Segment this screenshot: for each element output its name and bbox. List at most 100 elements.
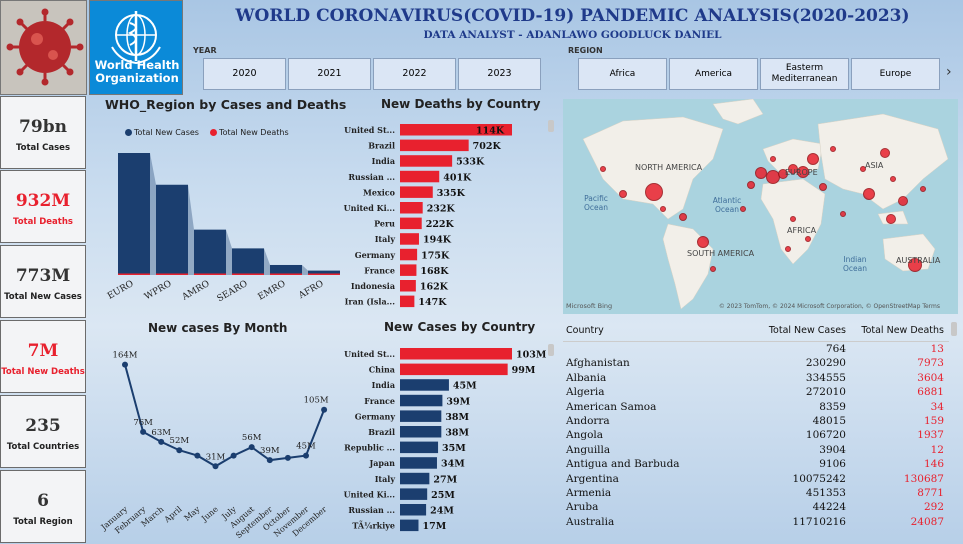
table-row[interactable]: Aruba 44224 292	[563, 500, 949, 514]
col-header-country[interactable]: Country	[566, 324, 604, 336]
bar-label-4: Mexico	[363, 187, 396, 197]
region-button-3[interactable]: Europe	[851, 58, 940, 90]
bar-label-0: United St...	[344, 125, 395, 135]
cell-country: Armenia	[566, 486, 612, 499]
map-bubble[interactable]	[860, 166, 866, 172]
region-bar-EMRO	[270, 264, 302, 275]
table-row[interactable]: Andorra 48015 159	[563, 414, 949, 428]
map-bubble[interactable]	[778, 169, 788, 179]
month-value-2: 63M	[151, 428, 171, 438]
bar-5	[400, 202, 423, 214]
map-bubble[interactable]	[619, 190, 627, 198]
cell-new-deaths: 159	[923, 414, 944, 427]
bar-6	[400, 217, 422, 230]
region-deaths-mark-AFRO	[308, 273, 340, 275]
region-button-1[interactable]: America	[669, 58, 758, 90]
map-bubble[interactable]	[805, 236, 811, 242]
map-bubble[interactable]	[785, 246, 791, 252]
table-row[interactable]: Afghanistan 230290 7973	[563, 356, 949, 370]
table-row[interactable]: American Samoa 8359 34	[563, 400, 949, 414]
map-bubble[interactable]	[710, 266, 716, 272]
year-button-2021[interactable]: 2021	[288, 58, 371, 90]
map-bubble[interactable]	[890, 176, 896, 182]
who-region-chart: EURO WPRO AMRO SEARO EMRO AFRO	[106, 153, 340, 304]
map-bubble[interactable]	[807, 153, 819, 165]
map-bubble[interactable]	[880, 148, 890, 158]
year-button-2023[interactable]: 2023	[458, 58, 541, 90]
col-header-new-deaths[interactable]: Total New Deaths	[861, 324, 944, 336]
deaths-chart-scrollbar[interactable]	[548, 120, 554, 132]
table-row[interactable]: Australia 11710216 24087	[563, 515, 949, 529]
map-bubble[interactable]	[898, 196, 908, 206]
bar-label-1: Brazil	[368, 141, 395, 151]
cell-new-cases: 8359	[819, 400, 846, 413]
map-bubble[interactable]	[645, 183, 663, 201]
bar-label-8: Germany	[355, 250, 396, 260]
bar-7	[400, 233, 419, 245]
bar-label-7: Italy	[375, 234, 396, 244]
bar-value-1: 702K	[473, 141, 502, 152]
map-label-2: ASIA	[865, 161, 884, 170]
cases-chart-scrollbar[interactable]	[548, 344, 554, 356]
kpi-value: 79bn	[19, 117, 67, 137]
region-slicer-next-icon[interactable]: ›	[946, 64, 952, 80]
map-bing-logo: Microsoft Bing	[566, 302, 613, 310]
map-bubble[interactable]	[679, 213, 687, 221]
map-bubble[interactable]	[697, 236, 709, 248]
bar-label-9: United Ki...	[344, 489, 396, 499]
month-point-February	[140, 428, 147, 435]
map-bubble[interactable]	[920, 186, 926, 192]
map-bubble[interactable]	[747, 181, 755, 189]
map-bubble[interactable]	[863, 188, 875, 200]
map-bubble[interactable]	[797, 166, 809, 178]
year-button-2022[interactable]: 2022	[373, 58, 456, 90]
map-bubble[interactable]	[790, 216, 796, 222]
region-tick-AMRO: AMRO	[180, 279, 212, 303]
cell-new-cases: 3904	[819, 443, 846, 456]
table-row[interactable]: Antigua and Barbuda 9106 146	[563, 457, 949, 471]
bar-4	[400, 186, 433, 198]
region-button-2[interactable]: Easterm Mediterranean	[760, 58, 849, 90]
page-title: WORLD CORONAVIRUS(COVID-19) PANDEMIC ANA…	[235, 6, 910, 26]
bar-2	[400, 155, 453, 167]
bar-6	[400, 441, 439, 454]
bar-value-6: 222K	[426, 219, 455, 230]
map-bubble[interactable]	[830, 146, 836, 152]
map-bubble[interactable]	[840, 211, 846, 217]
virus-icon	[6, 8, 84, 86]
kpi-label: Total Countries	[6, 442, 80, 452]
col-header-new-cases[interactable]: Total New Cases	[768, 324, 846, 336]
table-row[interactable]: Algeria 272010 6881	[563, 385, 949, 399]
map-bubble[interactable]	[819, 183, 827, 191]
table-row[interactable]: Argentina 10075242 130687	[563, 472, 949, 486]
table-row[interactable]: 764 13	[563, 342, 949, 356]
bar-10	[400, 280, 416, 292]
map-bubble[interactable]	[600, 166, 606, 172]
map-label-8: AUSTRALIA	[896, 256, 941, 265]
year-button-2020[interactable]: 2020	[203, 58, 286, 90]
kpi-value: 773M	[15, 266, 71, 286]
region-tick-AFRO: AFRO	[296, 279, 325, 302]
kpi-label: Total Cases	[15, 143, 71, 153]
cell-country: Albania	[566, 371, 607, 384]
table-row[interactable]: Angola 106720 1937	[563, 428, 949, 442]
map-bubble[interactable]	[770, 156, 776, 162]
kpi-card-total-deaths: 932M Total Deaths	[0, 170, 86, 243]
bar-label-5: Brazil	[368, 427, 395, 437]
map-bubble[interactable]	[740, 206, 746, 212]
month-point-June	[212, 463, 219, 470]
world-map[interactable]: NORTH AMERICA EUROPE ASIA Atlantic Ocean Pac…	[563, 99, 958, 314]
table-row[interactable]: Albania 334555 3604	[563, 371, 949, 385]
region-button-0[interactable]: Africa	[578, 58, 667, 90]
map-bubble[interactable]	[908, 258, 922, 272]
map-bubble[interactable]	[886, 214, 896, 224]
table-scrollbar[interactable]	[951, 322, 957, 336]
kpi-value: 6	[37, 491, 49, 511]
map-bubble[interactable]	[660, 206, 666, 212]
table-row[interactable]: Anguilla 3904 12	[563, 443, 949, 457]
bar-value-7: 34M	[441, 459, 465, 470]
cell-new-deaths: 34	[930, 400, 944, 413]
bar-label-3: Russian ...	[348, 172, 395, 182]
table-row[interactable]: Armenia 451353 8771	[563, 486, 949, 500]
cell-new-deaths: 6881	[917, 386, 944, 399]
